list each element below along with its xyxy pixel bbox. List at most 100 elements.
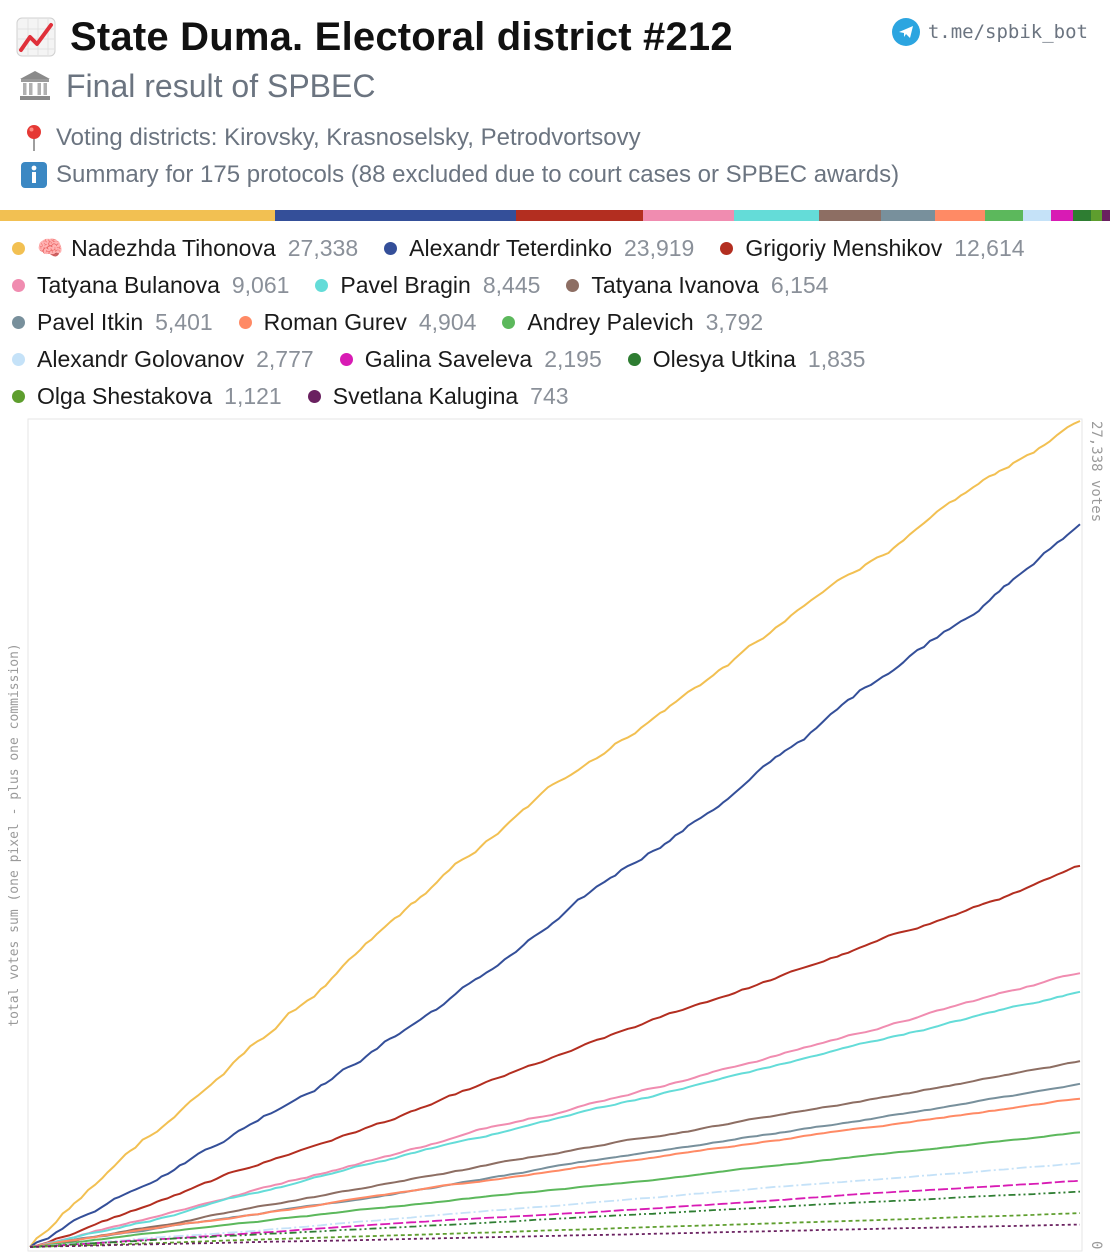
legend-swatch (502, 316, 516, 329)
legend-value: 6,154 (770, 272, 829, 298)
legend-row: 🧠 Nadezhda Tihonova 27,338 Alexandr Teterdi… (12, 230, 1102, 267)
stripe-segment (733, 210, 819, 221)
legend-value: 3,792 (705, 309, 764, 335)
subtitle-row: Final result of SPBEC (18, 64, 375, 108)
telegram-link[interactable]: t.me/spbik_bot (891, 18, 1088, 46)
series-line (29, 1131, 1081, 1248)
legend-value: 9,061 (231, 272, 290, 298)
page-subtitle: Final result of SPBEC (66, 67, 376, 104)
legend-name: Tatyana Bulanova (37, 272, 220, 298)
brain-icon: 🧠 (37, 236, 64, 260)
round-pushpin-icon (20, 124, 48, 152)
classical-building-icon (20, 71, 50, 100)
legend-name: Nadezhda Tihonova (71, 235, 276, 261)
stripe-segment (275, 210, 516, 221)
page-title: State Duma. Electoral district #212 (70, 14, 733, 59)
stripe-segment (984, 210, 1023, 221)
legend-swatch (384, 242, 398, 255)
series-line (29, 1223, 1080, 1248)
series-line (29, 990, 1081, 1248)
legend-name: Pavel Bragin (340, 272, 471, 298)
stripe-segment (935, 210, 985, 221)
header: State Duma. Electoral district #212 Fina… (0, 0, 1110, 205)
y-axis-label: total votes sum (one pixel - plus one co… (7, 643, 22, 1027)
legend-swatch (12, 316, 25, 329)
stripe-segment (1050, 210, 1073, 221)
legend-name: Grigoriy Menshikov (745, 235, 943, 261)
title-row: State Duma. Electoral district #212 (16, 12, 733, 62)
legend-item: Galina Saveleva 2,195 (339, 346, 602, 373)
legend-value: 2,195 (544, 346, 602, 372)
legend-item: Olesya Utkina 1,835 (627, 346, 866, 373)
plot-area (27, 418, 1083, 1252)
telegram-icon (891, 18, 920, 46)
legend-value: 12,614 (954, 235, 1025, 261)
series-line (29, 1097, 1081, 1248)
legend-swatch (627, 353, 641, 366)
legend-swatch (12, 279, 25, 292)
legend-name: Alexandr Teterdinko (409, 235, 612, 261)
legend-value: 1,121 (224, 383, 282, 409)
legend-swatch (12, 242, 25, 255)
legend-swatch (12, 390, 25, 403)
legend-item: Pavel Bragin 8,445 (315, 272, 540, 299)
legend-value: 8,445 (482, 272, 541, 298)
stripe-segment (1102, 210, 1110, 221)
legend-item: Tatyana Bulanova 9,061 (12, 272, 289, 299)
legend-name: Alexandr Golovanov (37, 346, 245, 372)
legend-row: Alexandr Golovanov 2,777 Galina Saveleva 2,… (12, 341, 1102, 378)
legend-swatch (315, 279, 329, 292)
y-top-label: 27,338 votes (1088, 421, 1104, 522)
stripe-segment (1022, 210, 1051, 221)
legend-value: 743 (530, 383, 569, 409)
votes-chart-svg: total votes sum (one pixel - plus one co… (7, 418, 1104, 1252)
districts-row: Voting districts: Kirovsky, Krasnoselsky… (20, 121, 641, 155)
legend-value: 2,777 (256, 346, 314, 372)
votes-chart: total votes sum (one pixel - plus one co… (0, 415, 1110, 1260)
legend-item: 🧠 Nadezhda Tihonova 27,338 (12, 235, 358, 262)
series-line (29, 972, 1081, 1248)
series-lines (29, 420, 1081, 1248)
y-bottom-label: 0 (1088, 1241, 1104, 1249)
legend-name: Tatyana Ivanova (591, 272, 759, 298)
legend-row: Pavel Itkin 5,401 Roman Gurev 4,904 Andrey P… (12, 304, 1102, 341)
series-line (29, 1190, 1081, 1248)
series-line (29, 1212, 1081, 1248)
legend-item: Alexandr Teterdinko 23,919 (384, 235, 694, 262)
legend-value: 1,835 (807, 346, 866, 372)
legend-item: Andrey Palevich 3,792 (502, 309, 763, 336)
legend-item: Olga Shestakova 1,121 (12, 383, 282, 410)
stripe-segment (642, 210, 734, 221)
summary-text: Summary for 175 protocols (88 excluded d… (56, 161, 900, 188)
legend-item: Roman Gurev 4,904 (238, 309, 476, 336)
summary-row: Summary for 175 protocols (88 excluded d… (20, 158, 899, 192)
chart-increasing-icon (16, 17, 56, 57)
legend-value: 27,338 (287, 235, 359, 261)
legend-name: Olesya Utkina (652, 346, 796, 372)
legend-swatch (339, 353, 353, 366)
legend-value: 5,401 (155, 309, 213, 335)
legend-row: Olga Shestakova 1,121 Svetlana Kalugina 743 (12, 378, 1102, 415)
legend-swatch (12, 353, 25, 366)
series-line (29, 523, 1081, 1248)
vote-share-stripe (0, 210, 1110, 221)
legend-item: Svetlana Kalugina 743 (307, 383, 569, 410)
legend-row: Tatyana Bulanova 9,061 Pavel Bragin 8,445 Ta… (12, 267, 1102, 304)
legend-item: Alexandr Golovanov 2,777 (12, 346, 314, 373)
stripe-segment (515, 210, 643, 221)
stripe-segment (818, 210, 881, 221)
legend-item: Pavel Itkin 5,401 (12, 309, 213, 336)
series-line (29, 1162, 1081, 1248)
series-line (29, 864, 1081, 1248)
stripe-segment (1091, 210, 1103, 221)
telegram-handle[interactable]: t.me/spbik_bot (927, 21, 1088, 43)
legend-name: Pavel Itkin (37, 309, 144, 335)
stripe-segment (0, 210, 276, 221)
legend-swatch (720, 242, 734, 255)
legend-swatch (566, 279, 580, 292)
legend-value: 23,919 (624, 235, 695, 261)
legend-name: Olga Shestakova (37, 383, 213, 409)
series-line (29, 1060, 1081, 1248)
legend-item: Tatyana Ivanova 6,154 (566, 272, 828, 299)
districts-text: Voting districts: Kirovsky, Krasnoselsky… (56, 124, 641, 151)
